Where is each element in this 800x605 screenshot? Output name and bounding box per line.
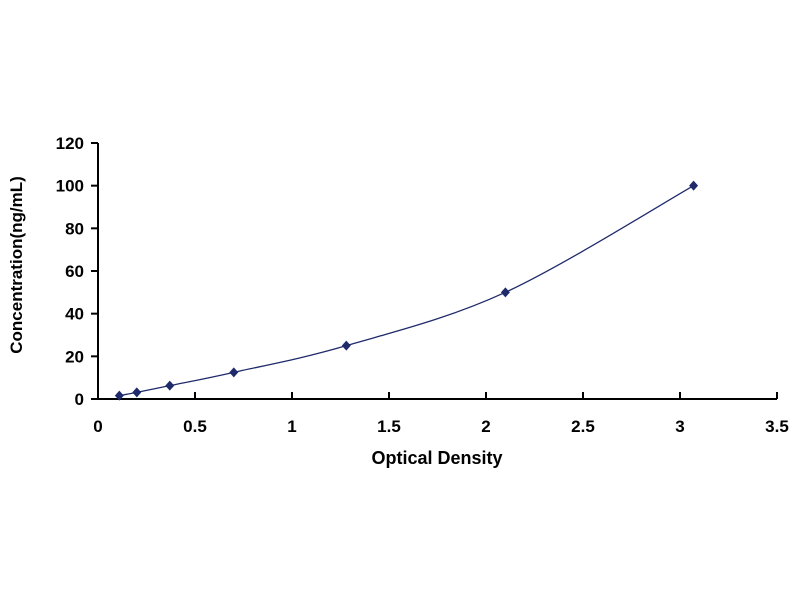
x-tick-label: 0.5	[183, 417, 207, 436]
axes	[97, 143, 777, 400]
x-tick-label: 3.5	[765, 417, 789, 436]
data-point	[341, 340, 351, 351]
y-tick-label: 80	[65, 219, 84, 238]
x-tick-label: 2.5	[571, 417, 595, 436]
x-tick-label: 3	[675, 417, 684, 436]
ticks: 0 0.5 1 1.5 2 2.5 3 3.5 0 20 40 60 80 100 120	[56, 134, 789, 436]
data-point	[229, 367, 239, 378]
y-tick-label: 120	[56, 134, 84, 153]
x-tick-label: 1.5	[377, 417, 401, 436]
fit-curve	[119, 185, 694, 397]
y-axis-label: Concentration(ng/mL)	[7, 176, 26, 354]
y-tick-label: 100	[56, 177, 84, 196]
x-tick-label: 0	[93, 417, 102, 436]
x-tick-label: 2	[481, 417, 490, 436]
y-tick-label: 60	[65, 262, 84, 281]
data-point	[165, 380, 175, 391]
y-tick-label: 0	[75, 390, 84, 409]
data-point	[500, 287, 510, 298]
x-tick-label: 1	[287, 417, 296, 436]
data-points	[114, 180, 699, 401]
data-point	[132, 387, 142, 398]
data-point	[689, 180, 699, 191]
y-tick-label: 20	[65, 347, 84, 366]
data-point	[114, 390, 124, 401]
x-axis-label: Optical Density	[371, 448, 502, 468]
y-tick-label: 40	[65, 305, 84, 324]
